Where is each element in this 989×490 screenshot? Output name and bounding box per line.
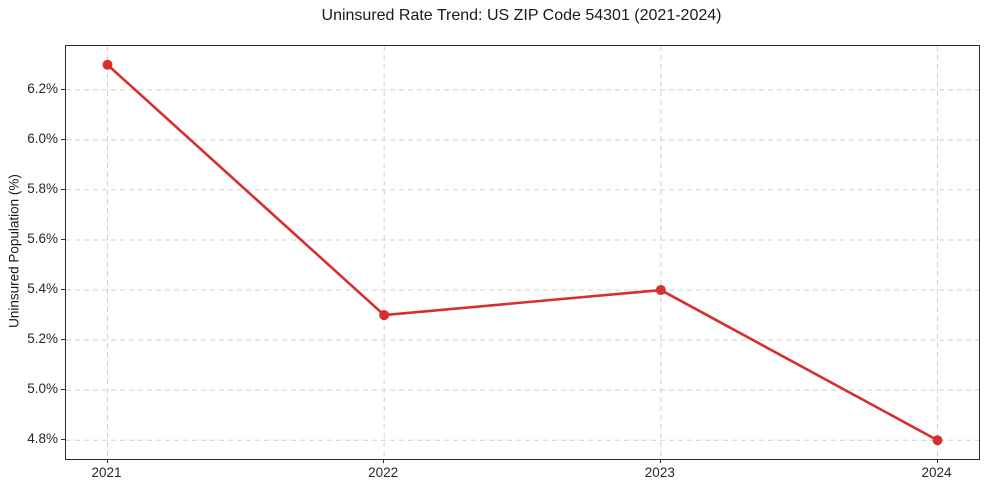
y-tick-mark [61, 289, 65, 291]
data-line [106, 63, 939, 442]
line-chart-svg [66, 46, 979, 459]
y-axis-label: Uninsured Population (%) [6, 174, 22, 328]
y-tick-label: 5.8% [27, 180, 58, 196]
y-tick-label: 5.4% [27, 281, 58, 297]
data-point [102, 59, 113, 70]
data-point [932, 435, 943, 446]
x-tick-mark [936, 459, 938, 463]
y-tick-label: 5.2% [27, 331, 58, 347]
x-tick-mark [106, 459, 108, 463]
y-tick-mark [61, 88, 65, 90]
data-point [379, 310, 390, 321]
y-tick-label: 5.6% [27, 230, 58, 246]
x-tick-label: 2021 [91, 465, 122, 480]
y-tick-label: 6.0% [27, 130, 58, 146]
y-tick-label: 5.0% [27, 381, 58, 397]
data-point [655, 285, 666, 296]
x-tick-label: 2023 [644, 465, 675, 480]
y-tick-mark [61, 439, 65, 441]
y-tick-mark [61, 389, 65, 391]
x-tick-mark [383, 459, 385, 463]
y-tick-label: 6.2% [27, 80, 58, 96]
x-tick-label: 2024 [921, 465, 952, 480]
x-tick-mark [659, 459, 661, 463]
plot-area [65, 45, 980, 460]
y-tick-mark [61, 188, 65, 190]
chart-title: Uninsured Rate Trend: US ZIP Code 54301 … [321, 7, 722, 24]
y-tick-mark [61, 339, 65, 341]
y-tick-mark [61, 238, 65, 240]
y-tick-mark [61, 138, 65, 140]
x-tick-label: 2022 [368, 465, 399, 480]
y-tick-label: 4.8% [27, 431, 58, 447]
